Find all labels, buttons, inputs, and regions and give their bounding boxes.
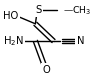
Text: N: N — [77, 36, 84, 46]
Text: —CH$_3$: —CH$_3$ — [63, 4, 91, 17]
Text: O: O — [42, 65, 50, 75]
Text: H$_2$N: H$_2$N — [3, 34, 24, 48]
Text: HO: HO — [3, 11, 18, 21]
Text: S: S — [35, 5, 41, 15]
